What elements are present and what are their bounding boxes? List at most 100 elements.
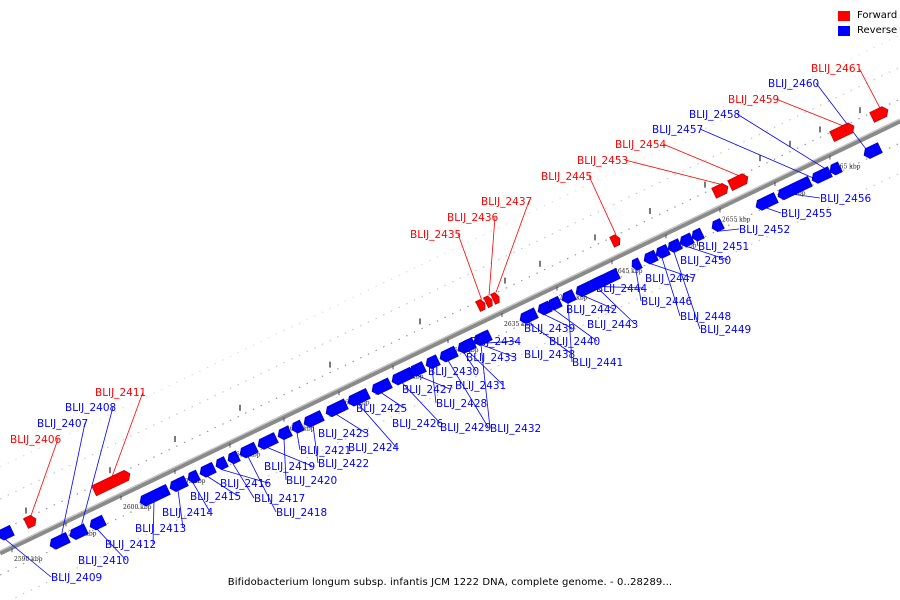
gene-label-blij-2418[interactable]: BLIJ_2418	[276, 507, 327, 519]
gene-arrow-blij-2425[interactable]	[370, 377, 393, 397]
gene-arrow-blij-2458[interactable]	[828, 161, 843, 177]
gene-label-blij-2416[interactable]: BLIJ_2416	[220, 478, 272, 490]
gene-label-blij-2436[interactable]: BLIJ_2436	[447, 212, 499, 224]
gene-label-blij-2458[interactable]: BLIJ_2458	[689, 109, 740, 121]
gene-label-blij-2434[interactable]: BLIJ_2434	[470, 336, 522, 348]
gene-label-blij-2412[interactable]: BLIJ_2412	[105, 539, 156, 551]
gene-label-blij-2440[interactable]: BLIJ_2440	[549, 336, 600, 348]
gene-label-blij-2423[interactable]: BLIJ_2423	[318, 428, 369, 440]
gene-arrow-blij-2435[interactable]	[475, 298, 488, 312]
gene-label-blij-2446[interactable]: BLIJ_2446	[641, 296, 693, 308]
gene-arrow-blij-2407[interactable]	[48, 532, 71, 551]
gene-label-blij-2460[interactable]: BLIJ_2460	[768, 78, 819, 90]
gene-label-blij-2417[interactable]: BLIJ_2417	[254, 493, 305, 505]
gene-label-blij-2410[interactable]: BLIJ_2410	[78, 555, 129, 567]
gene-arrow-blij-2440[interactable]	[546, 295, 563, 312]
gene-label-blij-2433[interactable]: BLIJ_2433	[466, 352, 517, 364]
gene-arrow-blij-2427[interactable]	[408, 361, 427, 379]
gene-arrow-blij-2408[interactable]	[68, 523, 89, 542]
gene-arrow-blij-2418[interactable]	[238, 441, 259, 460]
gene-label-blij-2409[interactable]: BLIJ_2409	[51, 572, 102, 584]
gene-arrow-blij-2428[interactable]	[424, 354, 441, 371]
gene-label-blij-2451[interactable]: BLIJ_2451	[698, 241, 749, 253]
gene-arrow-blij-2423[interactable]	[324, 398, 349, 419]
gene-label-blij-2413[interactable]: BLIJ_2413	[135, 523, 186, 535]
gene-arrow-blij-2454[interactable]	[727, 172, 751, 191]
gene-label-blij-2408[interactable]: BLIJ_2408	[65, 402, 116, 414]
gene-arrow-blij-2446[interactable]	[630, 257, 643, 272]
gene-label-blij-2443[interactable]: BLIJ_2443	[587, 319, 638, 331]
gene-label-blij-2439[interactable]: BLIJ_2439	[524, 323, 575, 335]
gene-arrow-blij-2417[interactable]	[226, 450, 241, 466]
gene-label-blij-2455[interactable]: BLIJ_2455	[781, 208, 832, 220]
gene-arrow-blij-2421[interactable]	[290, 419, 305, 435]
gene-arrow-blij-2413[interactable]	[168, 475, 189, 494]
gene-label-blij-2457[interactable]: BLIJ_2457	[652, 124, 703, 136]
gene-arrow-blij-2452[interactable]	[710, 218, 725, 233]
gene-label-blij-2447[interactable]: BLIJ_2447	[645, 273, 696, 285]
gene-arrow-blij-2457[interactable]	[810, 166, 833, 186]
gene-arrow-blij-2445[interactable]	[609, 233, 623, 248]
gene-arrow-blij-2441[interactable]	[560, 289, 577, 306]
gene-arrow-blij-2436[interactable]	[483, 295, 495, 309]
gene-label-blij-2415[interactable]: BLIJ_2415	[190, 491, 241, 503]
gene-arrow-blij-2459[interactable]	[829, 121, 857, 142]
gene-label-blij-2426[interactable]: BLIJ_2426	[392, 418, 444, 430]
gene-label-blij-2454[interactable]: BLIJ_2454	[615, 139, 667, 151]
gene-label-blij-2420[interactable]: BLIJ_2420	[286, 475, 337, 487]
gene-arrow-blij-2450[interactable]	[678, 232, 695, 249]
gene-arrow-blij-2429[interactable]	[438, 345, 459, 364]
gene-arrow-blij-2412[interactable]	[138, 484, 171, 507]
gene-arrow-blij-2444[interactable]	[584, 268, 621, 293]
gene-label-blij-2435[interactable]: BLIJ_2435	[410, 229, 461, 241]
gene-arrow-blij-2451[interactable]	[690, 227, 705, 243]
gene-label-blij-2444[interactable]: BLIJ_2444	[596, 283, 648, 295]
gene-label-blij-2442[interactable]: BLIJ_2442	[566, 304, 617, 316]
gene-label-blij-2461[interactable]: BLIJ_2461	[811, 63, 862, 75]
gene-label-blij-2445[interactable]: BLIJ_2445	[541, 171, 592, 183]
gene-arrow-blij-2426[interactable]	[390, 366, 415, 387]
gene-label-blij-2411[interactable]: BLIJ_2411	[95, 387, 146, 399]
gene-label-blij-2419[interactable]: BLIJ_2419	[264, 461, 315, 473]
gene-arrow-blij-2411[interactable]	[91, 469, 133, 497]
gene-label-blij-2406[interactable]: BLIJ_2406	[10, 434, 62, 446]
gene-label-blij-2429[interactable]: BLIJ_2429	[440, 422, 491, 434]
gene-arrow-blij-2448[interactable]	[654, 244, 671, 260]
gene-arrow-blij-2414[interactable]	[186, 469, 201, 485]
gene-arrow-blij-2453[interactable]	[711, 182, 731, 199]
gene-label-blij-2407[interactable]: BLIJ_2407	[37, 418, 88, 430]
gene-arrow-blij-2456[interactable]	[776, 175, 813, 201]
gene-label-blij-2424[interactable]: BLIJ_2424	[348, 442, 400, 454]
gene-arrow-blij-2406[interactable]	[23, 514, 39, 529]
gene-label-blij-2449[interactable]: BLIJ_2449	[700, 324, 751, 336]
gene-label-blij-2430[interactable]: BLIJ_2430	[428, 366, 479, 378]
gene-arrow-blij-2424[interactable]	[346, 388, 371, 408]
gene-arrow-blij-2438[interactable]	[518, 307, 539, 326]
gene-label-blij-2425[interactable]: BLIJ_2425	[356, 403, 407, 415]
gene-arrow-blij-2461[interactable]	[869, 105, 891, 123]
gene-label-blij-2428[interactable]: BLIJ_2428	[436, 398, 487, 410]
gene-label-blij-2414[interactable]: BLIJ_2414	[162, 507, 214, 519]
gene-arrow-blij-2410[interactable]	[88, 514, 107, 532]
gene-arrow-blij-2447[interactable]	[642, 249, 659, 266]
gene-arrow-blij-2434[interactable]	[476, 329, 493, 346]
gene-arrow-blij-2416[interactable]	[214, 456, 229, 472]
gene-arrow-blij-2409[interactable]	[0, 524, 15, 542]
gene-arrow-blij-2419[interactable]	[256, 432, 279, 452]
gene-label-blij-2422[interactable]: BLIJ_2422	[318, 458, 369, 470]
gene-arrow-blij-2460[interactable]	[862, 142, 883, 161]
gene-arrow-blij-2437[interactable]	[490, 292, 502, 305]
gene-label-blij-2456[interactable]: BLIJ_2456	[820, 193, 872, 205]
gene-label-blij-2421[interactable]: BLIJ_2421	[300, 445, 351, 457]
gene-arrow-blij-2449[interactable]	[666, 238, 683, 255]
gene-label-blij-2452[interactable]: BLIJ_2452	[739, 224, 790, 236]
gene-arrow-blij-2455[interactable]	[754, 192, 779, 213]
gene-label-blij-2427[interactable]: BLIJ_2427	[402, 384, 453, 396]
gene-label-blij-2450[interactable]: BLIJ_2450	[680, 255, 731, 267]
gene-label-blij-2432[interactable]: BLIJ_2432	[490, 423, 541, 435]
gene-label-blij-2438[interactable]: BLIJ_2438	[524, 349, 575, 361]
gene-label-blij-2437[interactable]: BLIJ_2437	[481, 196, 532, 208]
gene-arrow-blij-2415[interactable]	[198, 461, 217, 479]
gene-arrow-blij-2420[interactable]	[276, 425, 293, 442]
gene-label-blij-2431[interactable]: BLIJ_2431	[455, 380, 506, 392]
